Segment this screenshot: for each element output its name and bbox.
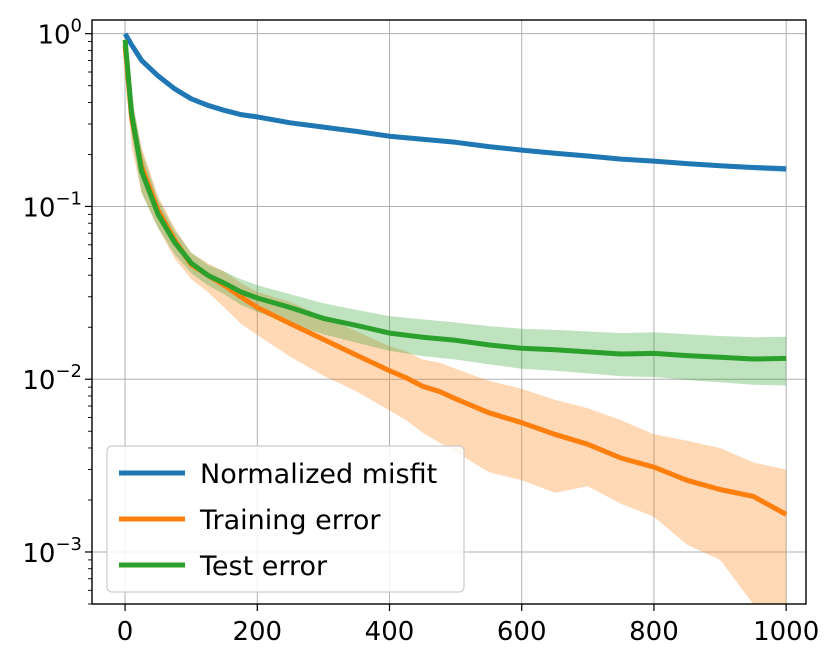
x-tick-label: 0: [117, 617, 134, 647]
axis-ticks: 0 200 400 600 800 1000 100 10−1 10−2 10−3: [22, 16, 819, 647]
legend: Normalized misfit Training error Test erro…: [106, 445, 465, 593]
legend-label-training-error: Training error: [199, 505, 381, 536]
y-tick-label: 10−3: [22, 534, 82, 569]
test-error-line: [122, 39, 787, 362]
legend-label-normalized-misfit: Normalized misfit: [200, 459, 437, 490]
x-tick-label: 200: [232, 617, 282, 647]
x-tick-label: 1000: [753, 617, 819, 647]
x-tick-label: 800: [629, 617, 679, 647]
legend-box: [106, 445, 465, 593]
y-tick-label: 100: [37, 16, 82, 51]
series-lines: [122, 32, 788, 517]
test-error-band: [125, 32, 787, 386]
y-tick-label: 10−2: [22, 361, 82, 396]
x-tick-label: 400: [365, 617, 415, 647]
normalized-misfit-line: [122, 32, 787, 172]
x-tick-label: 600: [497, 617, 547, 647]
confidence-bands: [125, 32, 787, 604]
plot-frame: [91, 19, 807, 605]
y-tick-label: 10−1: [22, 188, 82, 223]
training-error-band: [125, 33, 787, 604]
legend-label-test-error: Test error: [199, 551, 328, 582]
